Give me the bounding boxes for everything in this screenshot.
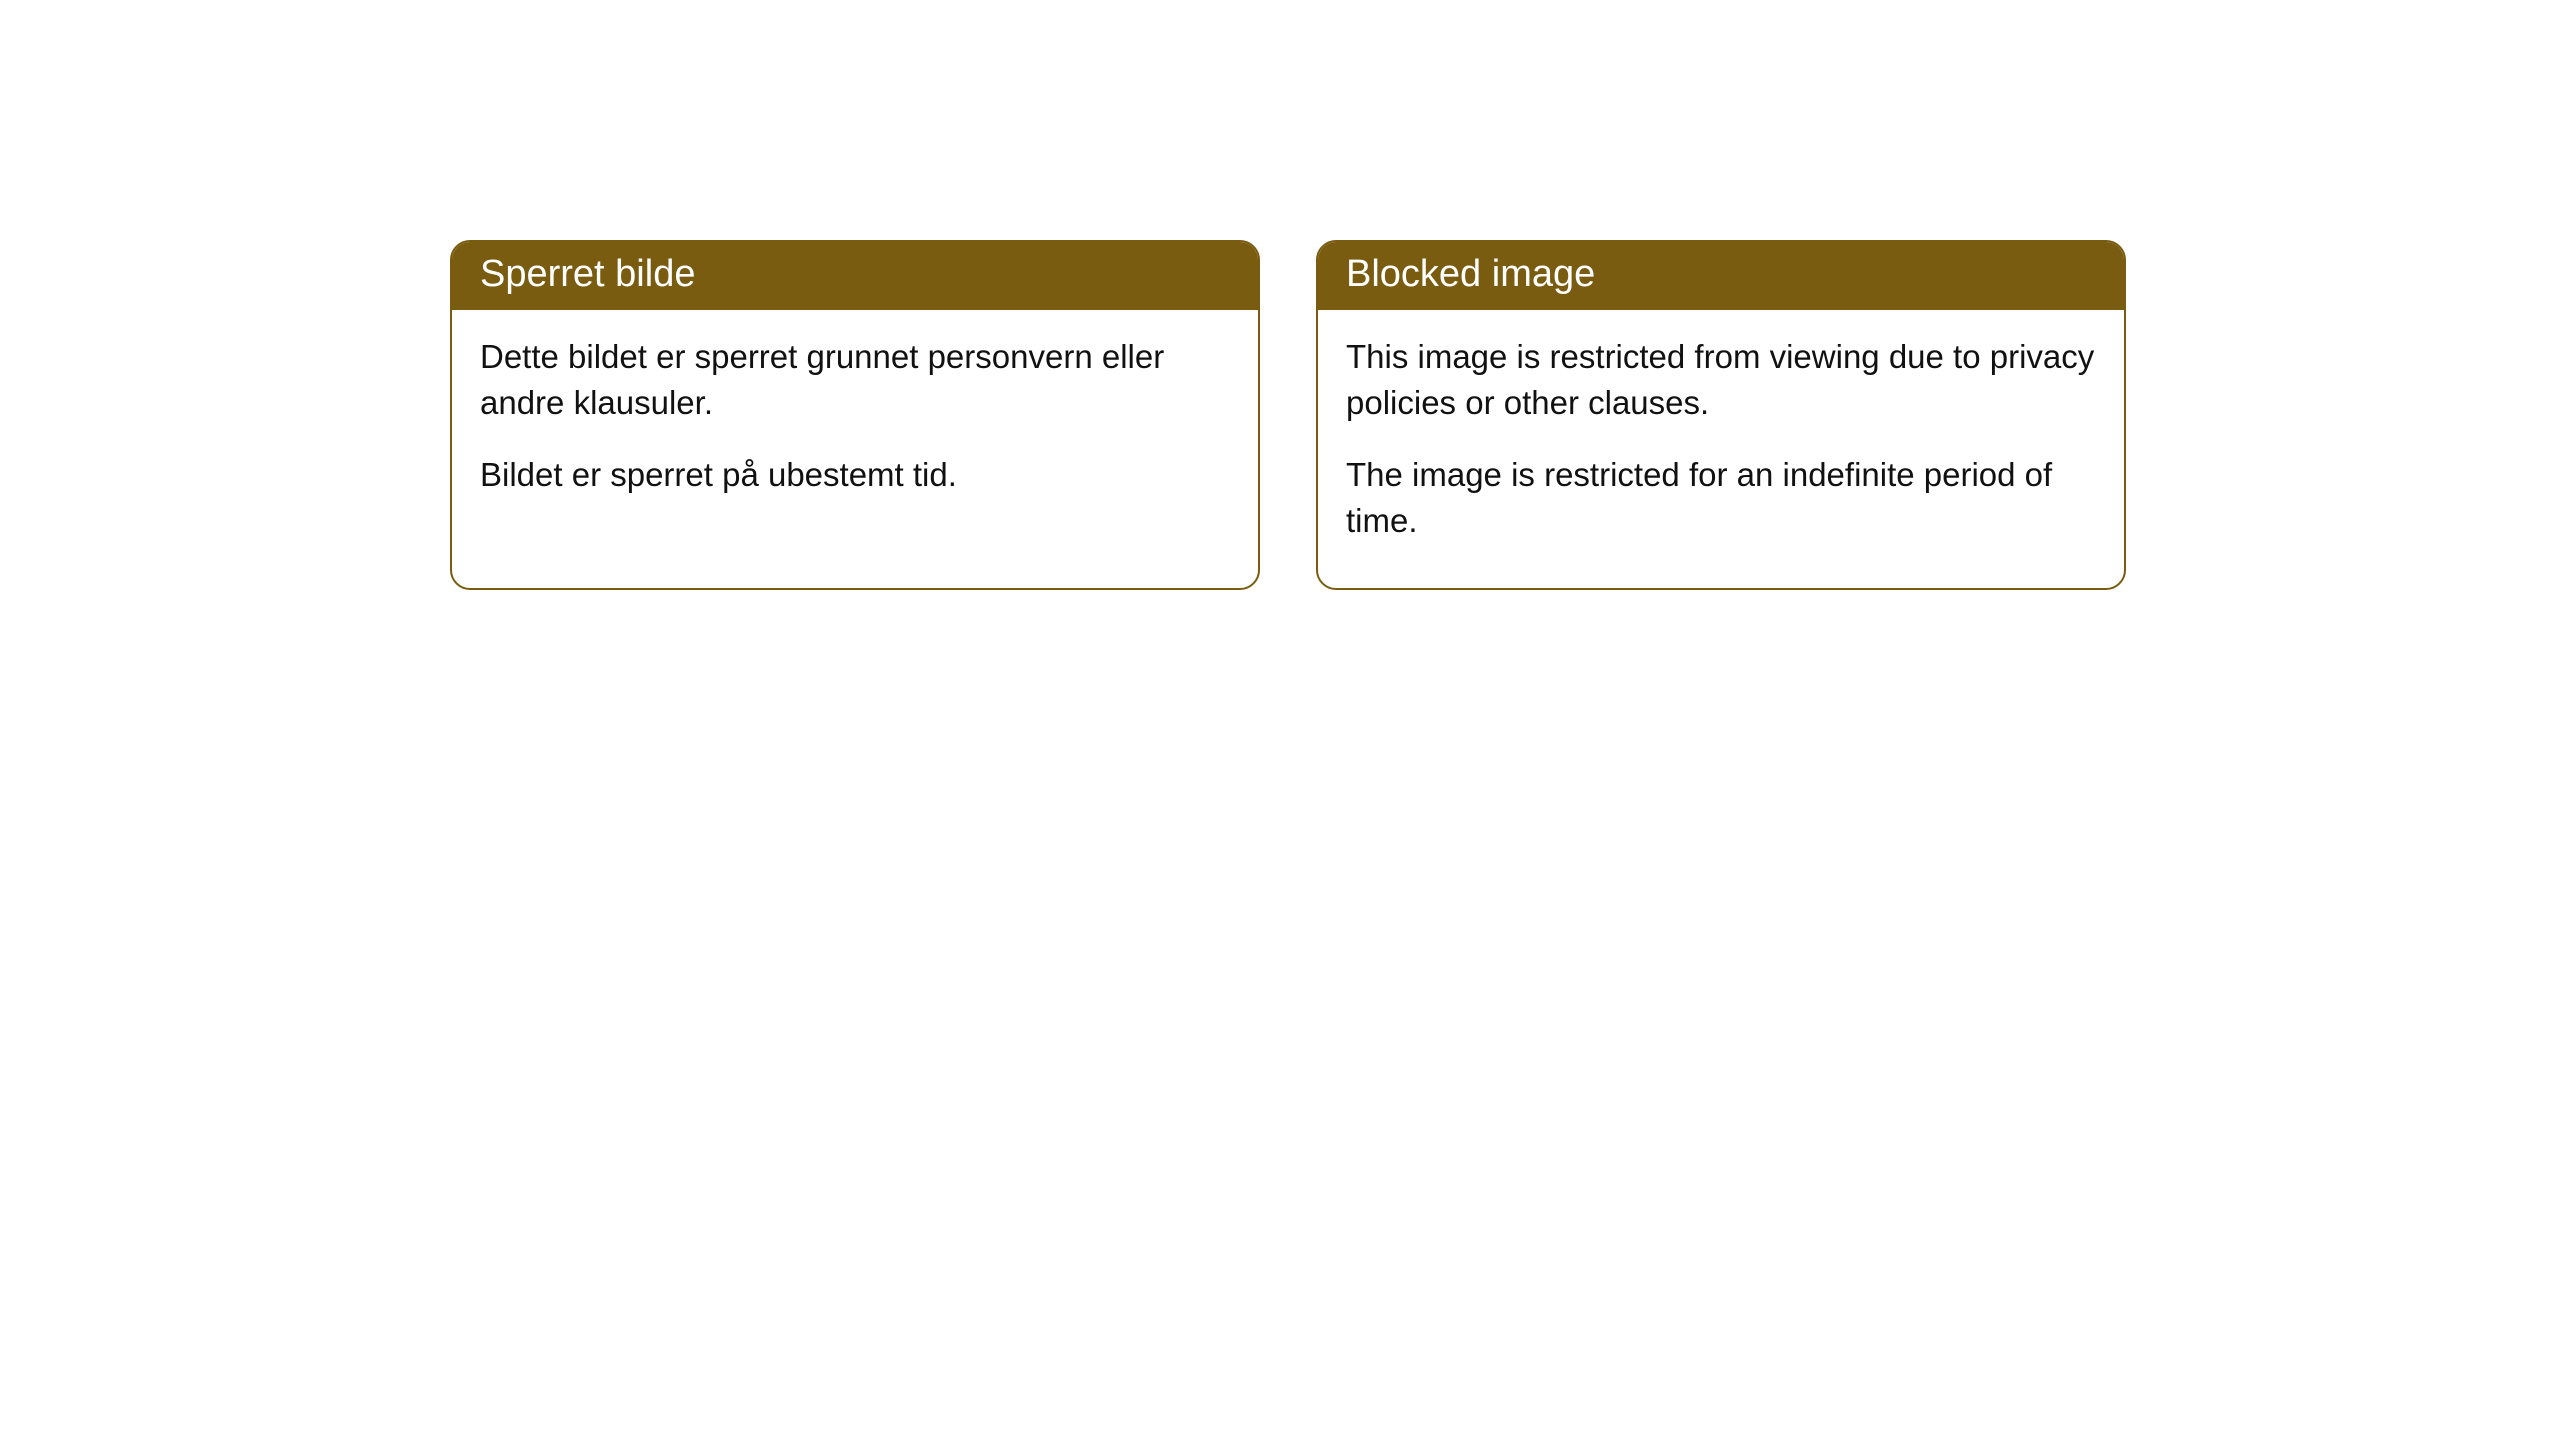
card-body: This image is restricted from viewing du…	[1318, 310, 2124, 589]
card-body: Dette bildet er sperret grunnet personve…	[452, 310, 1258, 543]
card-paragraph: Dette bildet er sperret grunnet personve…	[480, 334, 1230, 426]
card-paragraph: This image is restricted from viewing du…	[1346, 334, 2096, 426]
blocked-image-card-en: Blocked image This image is restricted f…	[1316, 240, 2126, 590]
card-title: Sperret bilde	[452, 242, 1258, 310]
card-title: Blocked image	[1318, 242, 2124, 310]
card-paragraph: Bildet er sperret på ubestemt tid.	[480, 452, 1230, 498]
blocked-image-card-no: Sperret bilde Dette bildet er sperret gr…	[450, 240, 1260, 590]
notice-container: Sperret bilde Dette bildet er sperret gr…	[0, 0, 2560, 590]
card-paragraph: The image is restricted for an indefinit…	[1346, 452, 2096, 544]
